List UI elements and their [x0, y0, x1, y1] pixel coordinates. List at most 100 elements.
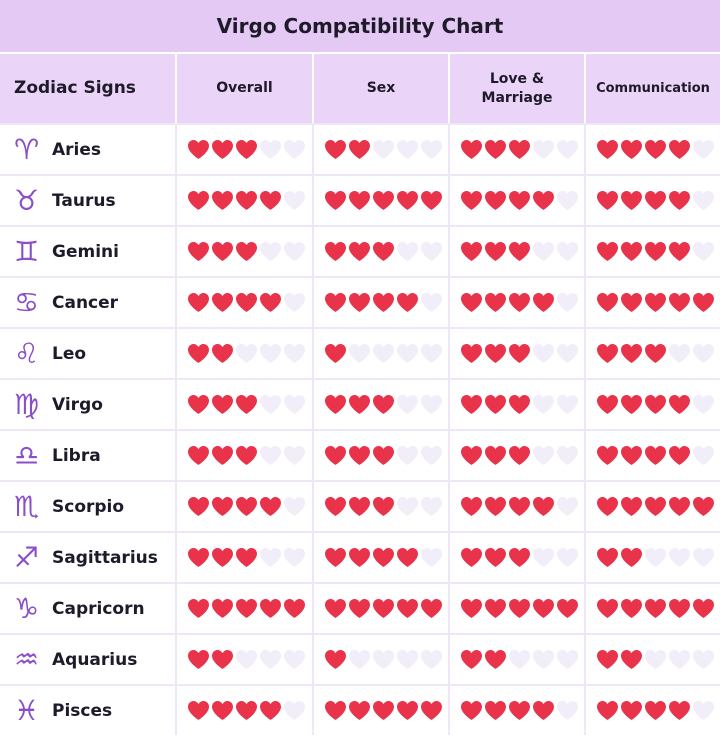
heart-shape [485, 446, 506, 465]
heart-shape [397, 701, 418, 720]
heart-shape [373, 701, 394, 720]
heart-filled [325, 650, 346, 669]
heart-empty [693, 446, 714, 465]
heart-shape [669, 191, 690, 210]
heart-filled [349, 395, 370, 414]
sign-icon: ♍ [14, 388, 40, 421]
heart-filled [349, 599, 370, 618]
heart-empty [669, 548, 690, 567]
rating-cell [448, 633, 584, 684]
heart-shape [621, 701, 642, 720]
heart-filled [188, 395, 209, 414]
heart-empty [533, 446, 554, 465]
heart-rating [314, 547, 443, 568]
heart-filled [621, 344, 642, 363]
heart-rating [586, 445, 715, 466]
heart-shape [597, 497, 618, 516]
heart-shape [325, 446, 346, 465]
heart-shape [621, 395, 642, 414]
heart-shape [260, 191, 281, 210]
heart-shape [260, 446, 281, 465]
heart-filled [373, 395, 394, 414]
heart-shape [421, 548, 442, 567]
heart-shape [509, 242, 530, 261]
heart-shape [461, 650, 482, 669]
heart-rating [177, 496, 306, 517]
heart-shape [557, 599, 578, 618]
heart-empty [284, 548, 305, 567]
heart-empty [421, 548, 442, 567]
heart-shape [669, 293, 690, 312]
heart-filled [621, 548, 642, 567]
heart-shape [349, 650, 370, 669]
heart-rating [314, 598, 443, 619]
sign-name: Libra [52, 445, 101, 466]
heart-filled [509, 344, 530, 363]
heart-shape [325, 191, 346, 210]
heart-empty [397, 395, 418, 414]
heart-filled [597, 650, 618, 669]
heart-rating [450, 649, 579, 670]
heart-empty [260, 548, 281, 567]
heart-shape [349, 293, 370, 312]
heart-shape [485, 242, 506, 261]
heart-filled [669, 293, 690, 312]
heart-shape [509, 650, 530, 669]
heart-shape [373, 191, 394, 210]
rating-cell [448, 174, 584, 225]
heart-filled [485, 548, 506, 567]
heart-filled [260, 701, 281, 720]
heart-shape [645, 599, 666, 618]
heart-filled [533, 599, 554, 618]
heart-filled [260, 293, 281, 312]
rating-cell [448, 123, 584, 174]
heart-shape [212, 650, 233, 669]
heart-empty [693, 140, 714, 159]
heart-shape [597, 293, 618, 312]
heart-empty [421, 650, 442, 669]
heart-filled [236, 191, 257, 210]
heart-filled [533, 191, 554, 210]
heart-empty [557, 446, 578, 465]
heart-filled [325, 191, 346, 210]
heart-shape [284, 242, 305, 261]
heart-shape [373, 344, 394, 363]
heart-filled [509, 599, 530, 618]
sign-icon: ♏ [14, 490, 40, 523]
column-header-text: Love & Marriage [481, 70, 553, 106]
heart-shape [236, 446, 257, 465]
heart-shape [373, 242, 394, 261]
heart-rating [450, 445, 579, 466]
heart-filled [485, 293, 506, 312]
heart-shape [284, 344, 305, 363]
heart-shape [461, 395, 482, 414]
heart-shape [349, 344, 370, 363]
sign-name: Capricorn [52, 598, 145, 619]
heart-filled [461, 344, 482, 363]
heart-rating [450, 343, 579, 364]
heart-filled [373, 548, 394, 567]
heart-shape [373, 548, 394, 567]
heart-filled [236, 701, 257, 720]
heart-rating [586, 241, 715, 262]
sign-cell: ♎ Libra [0, 429, 175, 480]
heart-shape [284, 446, 305, 465]
heart-filled [188, 242, 209, 261]
heart-empty [260, 242, 281, 261]
column-header: Zodiac Signs [0, 52, 175, 123]
heart-filled [621, 650, 642, 669]
heart-empty [557, 293, 578, 312]
heart-rating [177, 190, 306, 211]
heart-filled [349, 191, 370, 210]
heart-shape [693, 344, 714, 363]
heart-empty [397, 497, 418, 516]
heart-filled [373, 599, 394, 618]
heart-filled [373, 191, 394, 210]
heart-shape [212, 191, 233, 210]
heart-shape [597, 548, 618, 567]
heart-shape [397, 497, 418, 516]
heart-filled [645, 497, 666, 516]
heart-filled [597, 191, 618, 210]
heart-filled [373, 446, 394, 465]
heart-shape [485, 497, 506, 516]
